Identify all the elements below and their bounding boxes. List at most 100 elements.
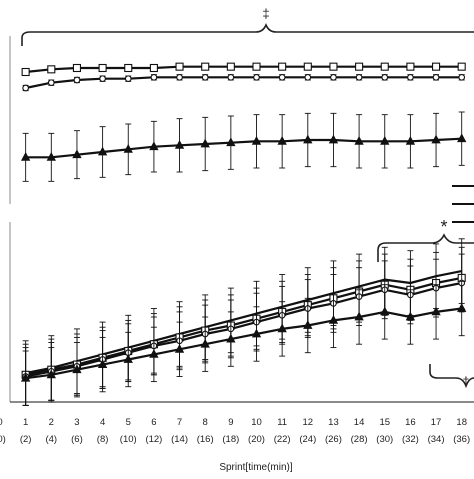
top-s2-point-1 [22,84,30,92]
x-subtick-label-10: (20) [248,434,265,445]
top-s1-point-1 [21,67,30,77]
bottom-s4-point-12 [303,320,313,329]
x-tick-label-12: 12 [303,417,314,428]
top-series-1 [21,62,466,77]
top-s3-point-9 [226,137,236,147]
x-subtick-label-12: (24) [299,434,316,445]
x-subtick-label-3: (6) [71,434,83,445]
top-s3-point-17 [431,134,441,144]
top-s1-point-10 [252,62,261,71]
x-tick-label-11: 11 [277,417,287,428]
top-s3-point-3 [72,149,82,159]
bottom-s4-point-17 [431,306,441,316]
top-s2-point-9 [227,73,235,81]
top-s2-point-7 [176,73,183,81]
x-subtick-label-0: (0) [0,434,6,445]
x-subtick-label-11: (22) [274,434,291,445]
top-s2-point-8 [201,73,209,81]
x-tick-label-17: 17 [431,417,442,428]
top-s1-point-4 [98,63,107,73]
top-s1-point-15 [380,62,389,71]
x-subtick-label-7: (14) [171,434,188,445]
top-s1-point-2 [47,65,56,74]
top-series-2 [22,73,466,92]
bottom-s4-point-2 [46,369,56,379]
bottom-s4-point-1 [20,372,31,382]
top-significance-bracket [21,22,474,46]
top-s1-point-13 [329,62,338,71]
top-s3-point-4 [97,146,108,156]
bottom-s4-point-14 [354,311,364,321]
top-s3-point-14 [354,135,364,145]
top-panel-series [20,62,467,182]
bottom-s4-point-9 [226,333,236,343]
bottom-panel-series [20,238,467,406]
bottom-s4-point-7 [174,343,185,353]
top-s2-point-18 [458,73,466,81]
x-tick-label-2: 2 [49,417,54,428]
x-tick-label-16: 16 [405,417,416,428]
bottom-s3-line [25,281,462,378]
x-subtick-label-1: (2) [20,434,32,445]
x-tick-label-13: 13 [328,417,339,428]
bottom-s4-point-8 [200,338,210,348]
x-tick-label-5: 5 [126,417,131,428]
top-s3-point-5 [123,143,133,153]
x-subtick-label-8: (16) [197,434,214,445]
top-s2-point-12 [304,73,312,81]
bottom-s4-point-13 [328,315,339,324]
x-tick-label-3: 3 [74,417,79,428]
top-s3-point-12 [303,134,313,144]
top-s1-point-7 [175,62,184,71]
legend-fragment [452,185,474,223]
x-tick-label-9: 9 [228,417,233,428]
top-s2-point-11 [278,73,286,81]
x-subtick-label-15: (30) [376,434,393,445]
x-tick-label-18: 18 [456,417,467,428]
top-series-3 [20,111,467,182]
x-axis-label: Sprint[time(min)] [219,462,293,473]
bottom-series-4 [20,280,467,406]
bottom-s4-point-16 [405,311,416,321]
top-s2-point-14 [355,73,363,81]
top-s1-point-11 [278,62,287,71]
top-s1-point-14 [355,62,364,71]
top-s1-point-5 [124,63,133,73]
x-tick-labels: 0 (0) 1 (2) 2 (4) 3 (6) 4 (8) 5 (10) 6 (12) 7 (14) 8 (16)… [0,417,470,445]
bottom-s2-line [25,276,462,376]
top-s2-line [25,76,462,90]
dagger-bracket [429,364,474,389]
x-subtick-label-6: (12) [145,434,162,445]
top-s3-line [25,137,462,159]
top-s3-point-10 [251,135,262,145]
x-tick-label-7: 7 [177,417,182,428]
top-s3-point-2 [46,151,56,161]
bottom-s4-line [25,307,462,380]
x-subtick-label-5: (10) [120,434,137,445]
x-tick-label-15: 15 [379,417,390,428]
top-s3-point-11 [277,135,287,145]
x-tick-label-4: 4 [100,417,105,428]
top-s3-point-6 [149,141,159,151]
bottom-s4-point-18 [457,303,467,312]
top-s1-point-12 [303,62,312,71]
bottom-panel-annotation-star: * [440,217,447,237]
top-s3-point-13 [328,134,339,144]
top-s2-point-15 [381,73,389,81]
bottom-s4-point-3 [72,364,82,374]
x-tick-label-14: 14 [354,417,365,428]
top-s1-point-18 [457,62,466,71]
top-s1-point-16 [406,62,415,71]
bottom-s4-point-6 [149,349,159,358]
bottom-s4-point-11 [277,323,287,333]
top-s2-point-17 [432,73,440,81]
top-s1-point-9 [226,62,235,71]
top-s2-point-16 [407,73,414,81]
x-tick-label-0: 0 [0,417,3,428]
top-s1-point-6 [149,63,158,73]
top-s3-point-8 [200,138,210,148]
bottom-panel-annotation-dagger: † [463,374,470,388]
top-s2-point-3 [73,76,81,84]
